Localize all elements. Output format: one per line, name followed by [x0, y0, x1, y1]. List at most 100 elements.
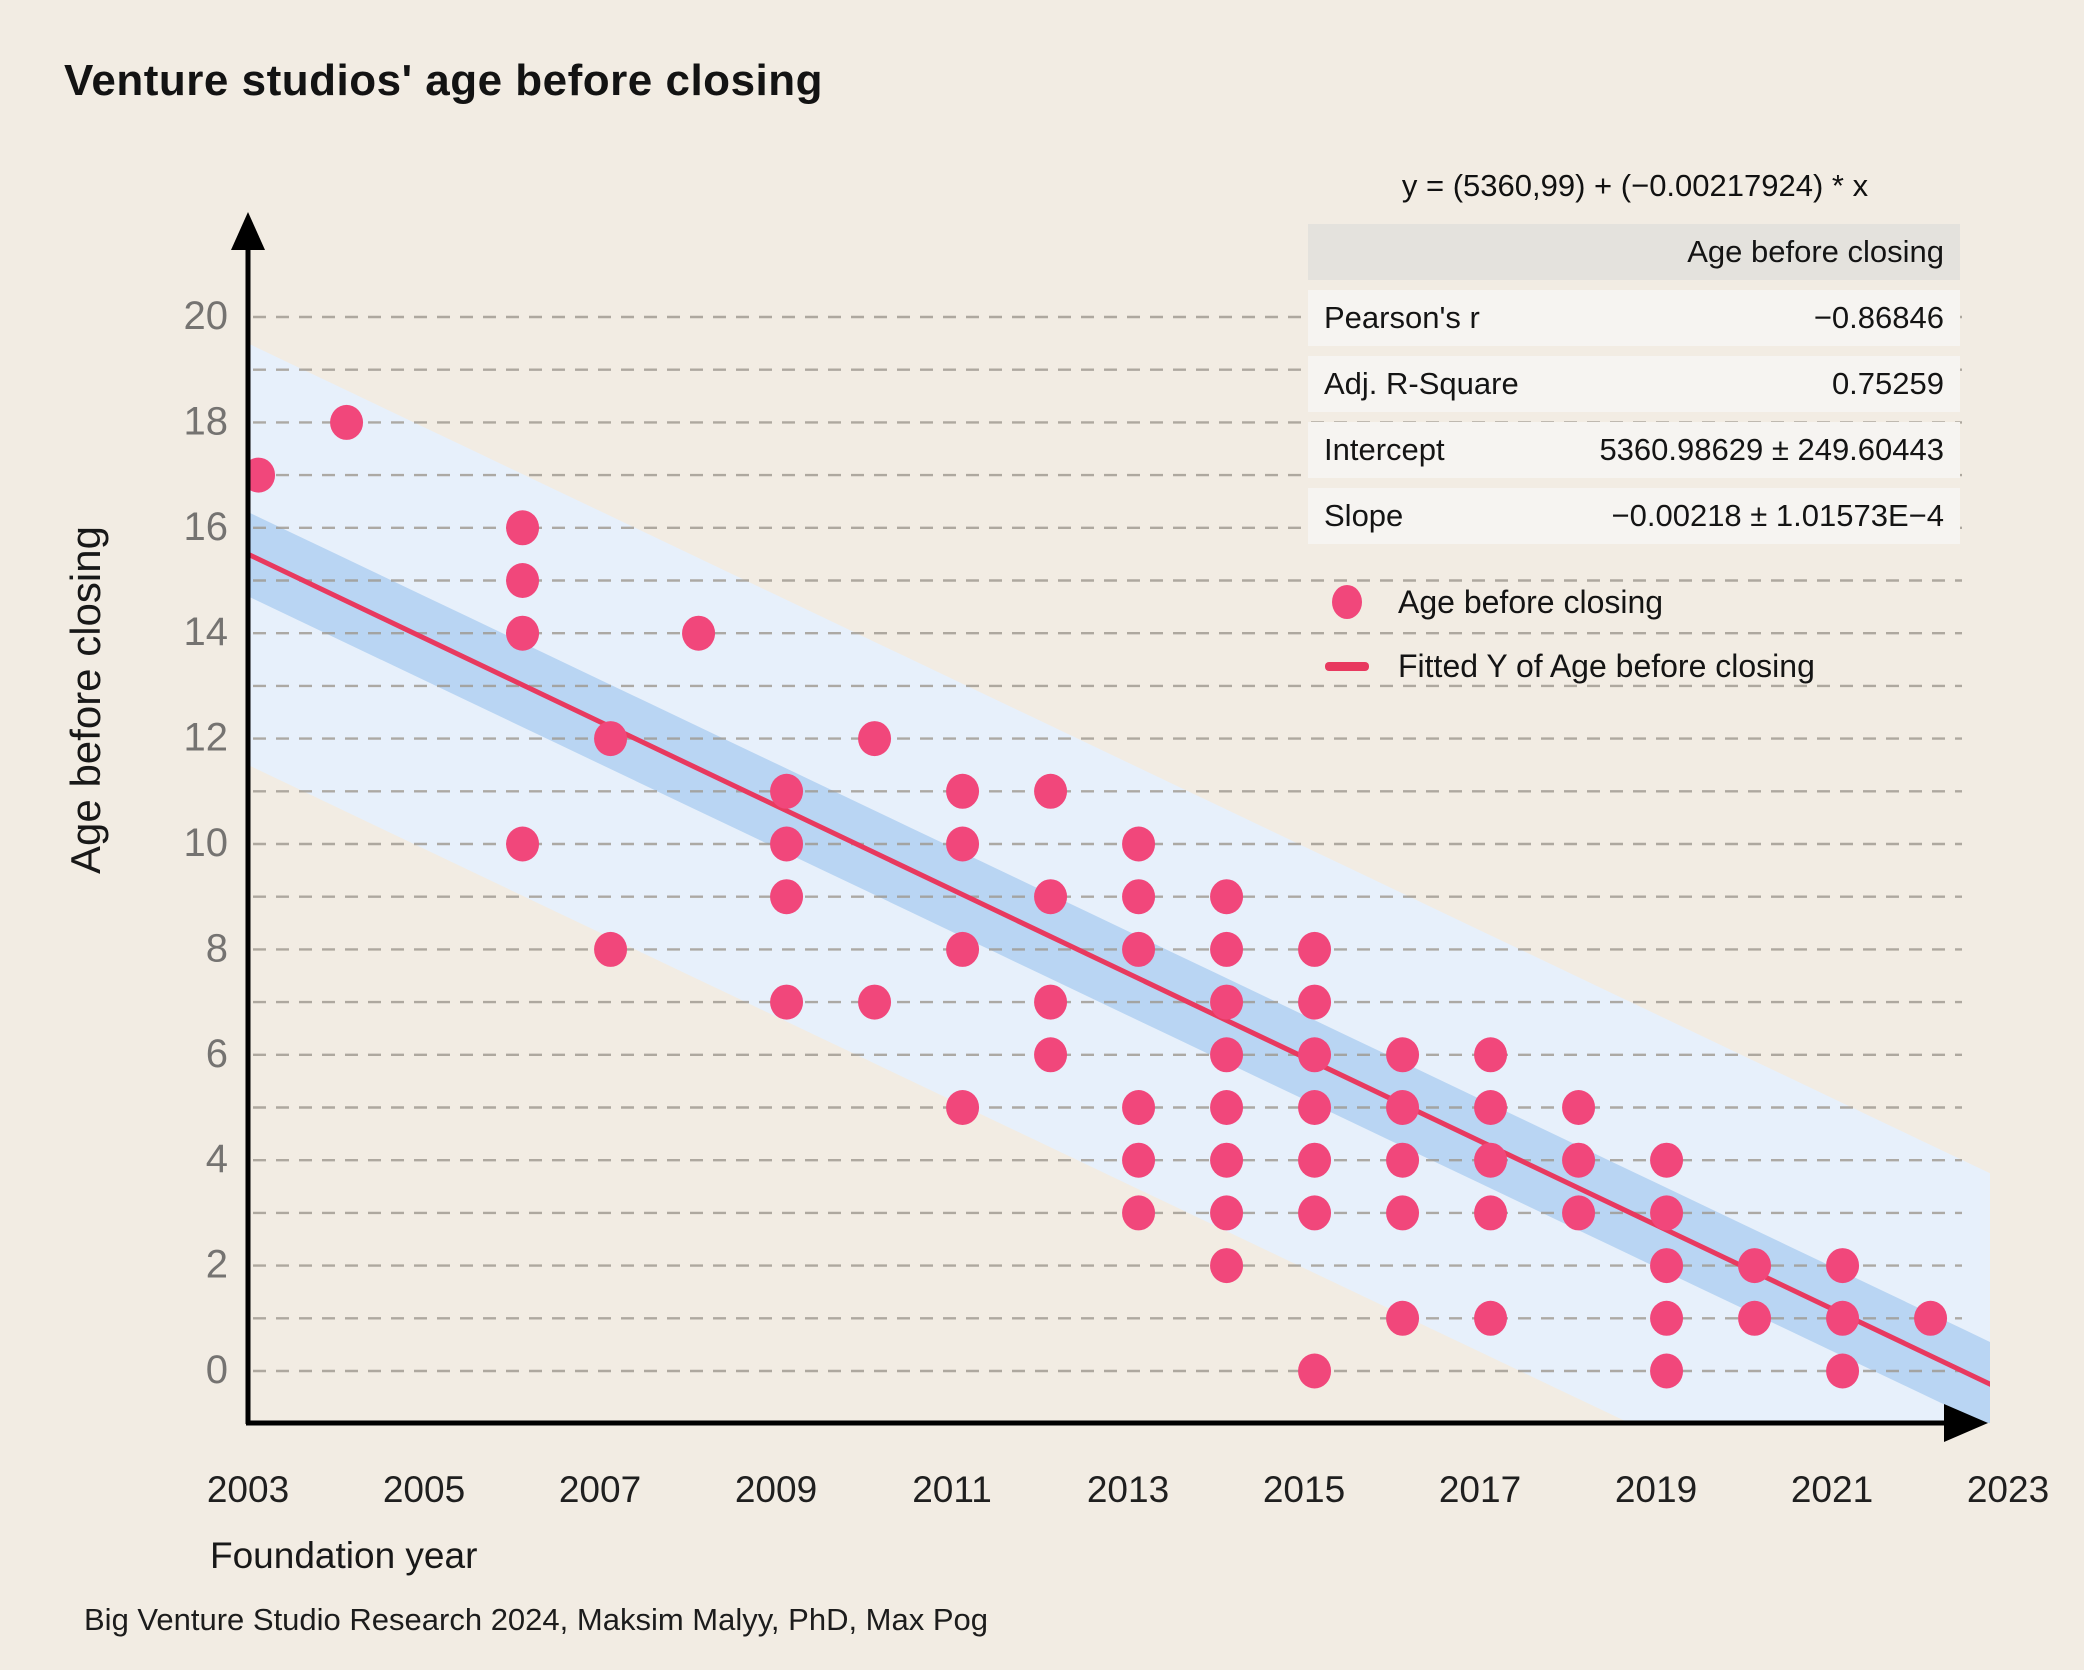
x-tick-label: 2019 [1615, 1469, 1697, 1510]
data-point [1386, 1037, 1420, 1073]
table-row: Slope −0.00218 ± 1.01573E−4 [1308, 488, 1960, 544]
y-axis-title: Age before closing [62, 526, 109, 874]
data-point [1826, 1353, 1860, 1389]
source-caption: Big Venture Studio Research 2024, Maksim… [84, 1602, 989, 1637]
y-tick-label: 12 [184, 716, 229, 760]
stat-value: 5360.98629 ± 249.60443 [1599, 432, 1944, 467]
data-point [1122, 879, 1156, 915]
data-point [1386, 1300, 1420, 1336]
data-point [1210, 1090, 1244, 1125]
data-point [1474, 1090, 1508, 1125]
data-point [1650, 1248, 1684, 1284]
data-point [249, 457, 276, 493]
y-tick-label: 2 [206, 1243, 228, 1287]
data-point [506, 826, 540, 862]
fit-line [249, 551, 1990, 1387]
y-tick-label: 4 [206, 1137, 228, 1181]
data-point [1298, 984, 1332, 1020]
data-point [1210, 1248, 1244, 1284]
y-tick-label: 14 [184, 610, 229, 654]
data-point [1034, 984, 1068, 1020]
stat-label: Slope [1324, 498, 1404, 533]
x-tick-label: 2021 [1791, 1469, 1873, 1510]
data-point [770, 826, 804, 862]
data-point [770, 879, 804, 915]
data-point [1826, 1300, 1860, 1336]
data-point [858, 984, 892, 1020]
data-point [1122, 931, 1156, 967]
data-point [1298, 1195, 1332, 1231]
data-point [1826, 1248, 1860, 1284]
data-point [1562, 1090, 1596, 1125]
data-point [1210, 931, 1244, 967]
y-tick-label: 16 [184, 505, 229, 549]
table-row: Intercept 5360.98629 ± 249.60443 [1308, 422, 1960, 478]
x-tick-label: 2013 [1087, 1469, 1169, 1510]
data-point [1386, 1142, 1420, 1178]
data-point [1034, 879, 1068, 915]
table-row: Adj. R-Square 0.75259 [1308, 356, 1960, 412]
legend-label: Fitted Y of Age before closing [1398, 647, 1815, 684]
legend-item-fit: Fitted Y of Age before closing [1312, 634, 1962, 698]
y-tick-label: 18 [184, 399, 229, 443]
regression-equation: y = (5360,99) + (−0.00217924) * x [1401, 168, 1869, 203]
data-point [1122, 826, 1156, 862]
stats-table: Age before closing Pearson's r −0.86846 … [1308, 224, 1960, 554]
data-point [594, 931, 628, 967]
stat-label: Adj. R-Square [1324, 366, 1519, 401]
data-point [1298, 1037, 1332, 1073]
data-point [506, 510, 540, 546]
data-point [1738, 1248, 1772, 1284]
data-point [1210, 879, 1244, 915]
data-point [1210, 1195, 1244, 1231]
data-point [1210, 984, 1244, 1020]
data-point [770, 773, 804, 809]
data-point [1562, 1142, 1596, 1178]
x-tick-label: 2005 [383, 1469, 465, 1510]
data-point [1474, 1142, 1508, 1178]
stat-label: Pearson's r [1324, 300, 1480, 335]
data-point [1650, 1195, 1684, 1231]
data-point [1210, 1142, 1244, 1178]
data-point [1210, 1037, 1244, 1073]
legend-item-points: Age before closing [1312, 570, 1962, 634]
x-tick-label: 2017 [1439, 1469, 1521, 1510]
y-tick-label: 8 [206, 926, 228, 970]
data-point [946, 826, 980, 862]
chart-legend: Age before closing Fitted Y of Age befor… [1312, 570, 1962, 698]
data-point [946, 773, 980, 809]
data-point [1650, 1142, 1684, 1178]
data-point [946, 931, 980, 967]
y-tick-label: 6 [206, 1032, 228, 1076]
data-point [1034, 1037, 1068, 1073]
data-point [1298, 1353, 1332, 1389]
stat-value: −0.00218 ± 1.01573E−4 [1611, 498, 1944, 533]
data-point [1738, 1300, 1772, 1336]
fit-line-icon [1325, 661, 1369, 671]
stat-label: Intercept [1324, 432, 1445, 467]
data-point [946, 1090, 980, 1125]
scatter-point-icon [1332, 585, 1362, 619]
y-axis-arrow-icon [231, 212, 265, 250]
data-point [1386, 1195, 1420, 1231]
x-tick-label: 2015 [1263, 1469, 1345, 1510]
x-tick-label: 2023 [1967, 1469, 2049, 1510]
x-tick-label: 2007 [559, 1469, 641, 1510]
data-point [1122, 1090, 1156, 1125]
y-tick-label: 0 [206, 1348, 228, 1392]
data-point [330, 404, 364, 440]
table-row: Pearson's r −0.86846 [1308, 290, 1960, 346]
data-point [506, 615, 540, 651]
data-point [1298, 931, 1332, 967]
legend-label: Age before closing [1398, 583, 1664, 620]
y-tick-label: 20 [184, 294, 229, 338]
x-tick-label: 2011 [912, 1469, 992, 1510]
data-point [682, 615, 716, 651]
data-point [1474, 1037, 1508, 1073]
data-point [1474, 1300, 1508, 1336]
data-point [1914, 1300, 1948, 1336]
data-point [858, 721, 892, 757]
data-point [1474, 1195, 1508, 1231]
stats-table-header: Age before closing [1308, 224, 1960, 280]
